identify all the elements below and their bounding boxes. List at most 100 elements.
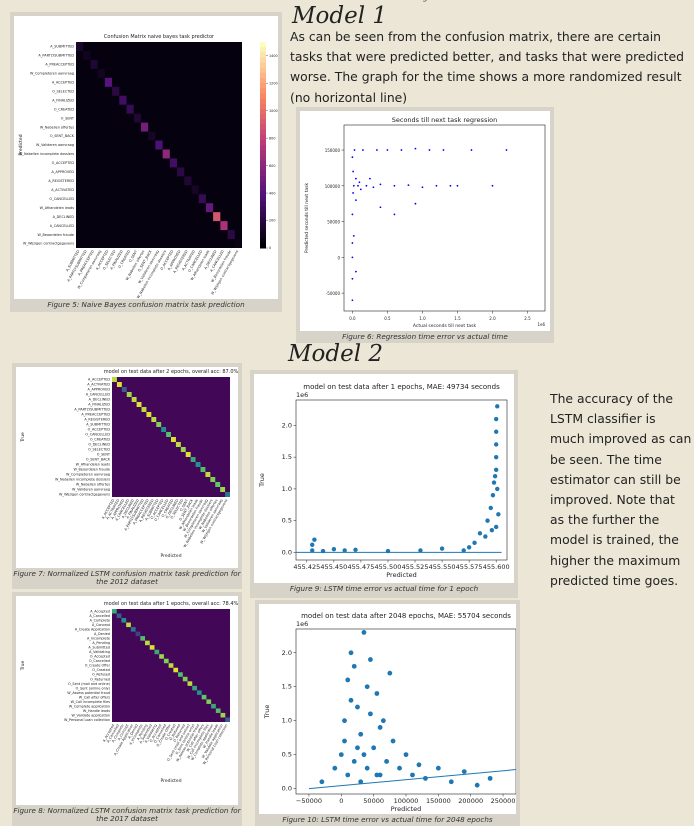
x-axis-label: Actual seconds till next task [413,323,477,329]
y-axis-label: Predicted seconds till next task [304,183,310,254]
point [353,149,356,151]
plot-frame [295,399,508,561]
point [414,147,417,150]
x-tick-label: 0.5 [384,316,391,321]
colorbar-segment [260,108,266,115]
point [319,779,325,785]
point [361,752,367,758]
colorbar-tick-label: 0 [269,246,271,250]
row-label: A_DECLINED [89,398,111,402]
point [493,454,499,460]
point [361,629,367,635]
colorbar-segment [260,150,266,156]
y-offset-label: 1e6 [296,391,308,399]
y-axis-label: Predicted [18,134,24,155]
colorbar-segment [260,181,266,187]
row-label: W_Valideren aanvraag [36,143,74,147]
colorbar-tick-label: 200 [269,219,275,223]
diagonal-cell [135,631,141,637]
x-tick-label: 1.0 [419,316,426,321]
y-tick-label: 0.0 [282,548,292,556]
diagonal-cell [104,77,113,87]
point [357,184,359,187]
diagonal-cell [213,212,221,222]
point [423,775,428,781]
x-tick-label: 455.425 [293,563,320,571]
figure-chart: model on test data after 2048 epochs, MA… [259,604,516,814]
row-label: A_REGISTERED [84,418,110,422]
row-label: A_SUBMITTED [50,45,74,49]
diagonal-cell [148,131,156,141]
point [368,657,373,662]
colorbar-segment [260,114,266,120]
diagonal-cell [112,377,117,382]
section-heading: Model 2 [288,341,384,367]
figure-chart: model on test data after 1 epochs, MAE: … [254,374,514,583]
row-label: A_ACTIVATED [87,383,110,387]
row-label: W_Wijzigen contractgegevens [23,242,74,246]
y-tick-label: 1.5 [282,683,292,691]
point [342,718,347,724]
point [439,546,445,551]
row-label: O_ACCEPTED [88,428,111,432]
diagonal-cell [161,427,167,432]
x-tick-label: 455.525 [402,563,429,571]
point [442,149,445,151]
row-label: O_SELECTED [52,89,74,93]
row-label: A_Complete [90,619,110,623]
point [496,512,501,517]
row-label: O_CANCELLED [85,433,110,437]
colorbar-tick-label: 600 [269,164,275,168]
x-tick-label: 2.0 [489,316,496,321]
point [364,684,370,690]
point [355,177,357,180]
diagonal-cell [184,176,192,186]
point [428,149,431,151]
point [380,718,386,724]
y-axis-label: True [258,473,266,488]
row-label: W_Completeren aanvraag [66,473,110,477]
row-label: A_ACTIVATED [51,188,74,192]
x-tick-label: 250000 [491,797,516,805]
diagonal-cell [195,462,201,467]
figure-chart: Seconds till next task regression 0.0 0.5 1… [300,111,550,331]
row-label: W_Afhandelen leads [76,463,111,467]
point [472,540,477,546]
point [435,765,441,771]
colorbar-segment [260,217,266,223]
colorbar-segment [260,103,266,110]
y-tick-label: 0 [337,255,340,260]
figure-chart: Confusion Matrix naive bayes task predic… [14,16,278,299]
colorbar-segment [260,52,266,58]
point [351,213,354,216]
diagonal-cell [151,417,157,422]
point [386,149,389,151]
plot-frame [343,124,546,312]
diagonal-cell [206,699,212,704]
x-tick-label: 455.550 [429,563,456,571]
diagonal-cell [97,68,105,78]
diagonal-cell [173,667,179,673]
diagonal-cell [130,627,136,632]
row-label: A_DECLINED [53,215,75,219]
point [393,213,396,216]
point [466,545,472,550]
x-tick-label: 50000 [363,797,384,805]
figure-chart: model on test data after 2 epochs, overa… [16,367,238,568]
y-tick-label: 0.5 [282,751,292,759]
colorbar-segment [260,155,266,161]
colorbar-tick-label: 1200 [269,81,278,85]
point [495,404,500,409]
x-tick-label: 455.500 [375,563,402,571]
colorbar-segment [260,67,266,74]
diagonal-cell [180,447,186,452]
diagonal-cell [162,149,170,159]
diagonal-cell [126,104,134,114]
row-label: O_SENT_BACK [86,458,111,462]
figure-caption: Figure 6: Regression time error vs actua… [342,332,508,341]
point [379,183,382,186]
colorbar-segment [260,57,266,64]
diagonal-cell [90,59,98,69]
y-axis-label: True [20,432,26,443]
